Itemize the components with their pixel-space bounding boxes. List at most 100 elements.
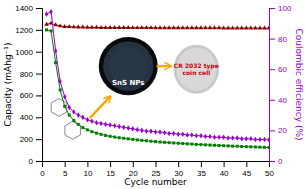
point	[230, 25, 235, 29]
inset-coin-cell-inner	[176, 48, 216, 91]
tick-label: 10	[83, 169, 92, 178]
tick: 400	[20, 113, 42, 122]
y2-axis: 020406080100	[269, 4, 292, 166]
tick: 40	[269, 96, 287, 105]
point	[231, 135, 234, 141]
point	[240, 145, 243, 148]
point	[217, 134, 220, 140]
point	[254, 146, 257, 149]
point	[108, 122, 111, 128]
point	[90, 118, 93, 124]
point	[208, 134, 211, 140]
point	[140, 128, 143, 134]
point	[68, 105, 71, 111]
point	[126, 25, 131, 29]
tick-mark	[269, 8, 275, 9]
point	[172, 141, 175, 144]
molecule-ring	[65, 121, 81, 139]
tick-mark	[269, 69, 275, 70]
tick-mark	[36, 30, 42, 31]
tick-mark	[87, 161, 88, 167]
point	[127, 137, 130, 140]
point	[249, 25, 254, 29]
series-line	[47, 12, 269, 140]
point	[235, 25, 240, 29]
y-axis: 0200400600800100012001400	[15, 4, 42, 166]
point	[154, 129, 157, 135]
point	[168, 131, 171, 137]
tick-label: 1000	[15, 48, 33, 57]
point	[103, 25, 108, 29]
point	[167, 25, 172, 29]
tick-label: 400	[20, 113, 34, 122]
point	[68, 114, 71, 117]
tick-mark	[65, 161, 66, 167]
point	[145, 128, 148, 134]
point	[240, 136, 243, 142]
point	[77, 112, 80, 118]
point	[54, 48, 57, 54]
point	[145, 139, 148, 142]
point	[154, 140, 157, 143]
tick: 50	[265, 161, 274, 178]
point	[177, 131, 180, 137]
tick-mark	[246, 161, 247, 167]
point	[81, 115, 84, 121]
tick: 45	[242, 161, 251, 178]
point	[212, 25, 217, 29]
point	[63, 105, 66, 108]
point	[140, 139, 143, 142]
point	[159, 140, 162, 143]
point	[236, 145, 239, 148]
point	[221, 25, 226, 29]
tick: 40	[220, 161, 229, 178]
tick-label: 80	[278, 35, 287, 44]
tick-label: 40	[220, 169, 229, 178]
point	[131, 126, 134, 132]
point	[239, 25, 244, 29]
point	[99, 121, 102, 127]
point	[267, 137, 269, 143]
tick-label: 0	[29, 157, 34, 166]
inset-coin-cell	[174, 45, 219, 94]
point	[199, 25, 204, 29]
x-axis-title: Cycle number	[124, 177, 187, 187]
point	[217, 25, 222, 29]
point	[186, 132, 189, 138]
point	[203, 25, 208, 29]
point	[72, 109, 75, 115]
y2-axis-line	[270, 9, 276, 162]
point	[149, 140, 152, 143]
point	[162, 25, 167, 29]
inset-micrograph	[103, 41, 153, 90]
point	[249, 145, 252, 148]
point	[90, 130, 93, 133]
y-axis-line	[36, 9, 43, 162]
point	[244, 25, 249, 29]
tick-label: 50	[265, 169, 274, 178]
point	[45, 28, 48, 31]
point	[149, 128, 152, 134]
tick-label: 40	[278, 96, 287, 105]
tick-mark	[269, 100, 275, 101]
point	[131, 138, 134, 141]
point	[267, 26, 269, 30]
tick: 100	[269, 4, 292, 13]
point	[227, 135, 230, 141]
point	[190, 132, 193, 138]
tick-label: 0	[278, 157, 283, 166]
arrow	[157, 65, 171, 68]
tick-mark	[201, 161, 202, 167]
tick-mark	[36, 95, 42, 96]
molecule-ring	[51, 99, 67, 117]
point	[158, 25, 163, 29]
point	[81, 126, 84, 129]
tick-mark	[36, 161, 42, 162]
point	[44, 22, 49, 26]
annotation: SnS NPs	[112, 79, 145, 87]
point	[95, 132, 98, 135]
point	[104, 134, 107, 137]
plot: 0510152025303540455002004006008001000120…	[3, 4, 304, 187]
tick-label: 35	[197, 169, 206, 178]
tick-mark	[133, 161, 134, 167]
